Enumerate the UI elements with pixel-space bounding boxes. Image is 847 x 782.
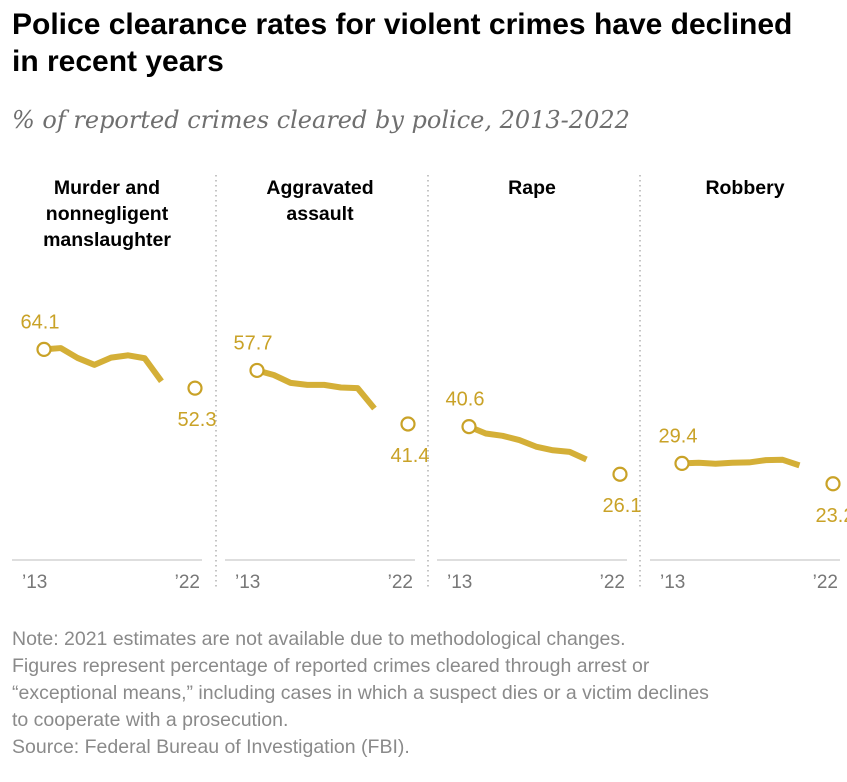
series-line — [43, 345, 164, 384]
data-point-first — [36, 341, 52, 357]
panel-title-line: Rape — [508, 177, 556, 199]
data-label-last: 52.3 — [178, 409, 217, 431]
data-point-last — [400, 416, 416, 432]
small-multiples-chart: Murder and nonnegligent manslaughter ’13 ’22… — [12, 175, 847, 593]
x-tick-label-end: ’22 — [600, 572, 625, 593]
data-label-first: 64.1 — [21, 311, 60, 333]
series-line — [467, 423, 588, 463]
note-line: to cooperate with a prosecution. — [12, 709, 289, 731]
panel-title-line: Aggravated — [266, 177, 373, 199]
series-line — [256, 367, 377, 411]
panel-title-line: assault — [286, 203, 354, 225]
panel-title-line: Robbery — [705, 177, 784, 199]
data-point-first — [461, 419, 477, 435]
panel-title-line: Murder and — [54, 177, 160, 199]
x-tick-label-start: ’13 — [447, 572, 472, 593]
data-point-first — [249, 362, 265, 379]
data-label-first: 57.7 — [234, 332, 273, 354]
data-point-last — [187, 380, 203, 396]
x-tick-label-start: ’13 — [235, 572, 260, 593]
series-line — [681, 456, 801, 469]
x-tick-label-end: ’22 — [813, 572, 838, 593]
x-tick-label-start: ’13 — [22, 572, 47, 593]
data-point-last — [612, 466, 628, 482]
x-tick-label-end: ’22 — [175, 572, 200, 593]
data-label-last: 41.4 — [391, 445, 430, 467]
x-tick-label-start: ’13 — [660, 572, 685, 593]
note-block: Note: 2021 estimates are not available d… — [12, 626, 842, 761]
data-label-first: 40.6 — [446, 389, 485, 411]
data-label-first: 29.4 — [659, 425, 698, 447]
source-line: Source: Federal Bureau of Investigation … — [12, 736, 410, 758]
note-line: Note: 2021 estimates are not available d… — [12, 628, 626, 650]
panel-title-line: manslaughter — [43, 229, 171, 251]
data-label-last: 26.1 — [603, 495, 642, 517]
note-line: “exceptional means,” including cases in … — [12, 682, 709, 704]
x-tick-label-end: ’22 — [388, 572, 413, 593]
data-point-first — [674, 455, 690, 471]
chart-title: Police clearance rates for violent crime… — [12, 8, 793, 78]
data-point-last — [825, 476, 841, 492]
panel-title-line: nonnegligent — [46, 203, 169, 225]
chart-subtitle: % of reported crimes cleared by police, … — [12, 106, 630, 134]
data-label-last: 23.2 — [816, 505, 847, 527]
note-line: Figures represent percentage of reported… — [12, 655, 650, 677]
